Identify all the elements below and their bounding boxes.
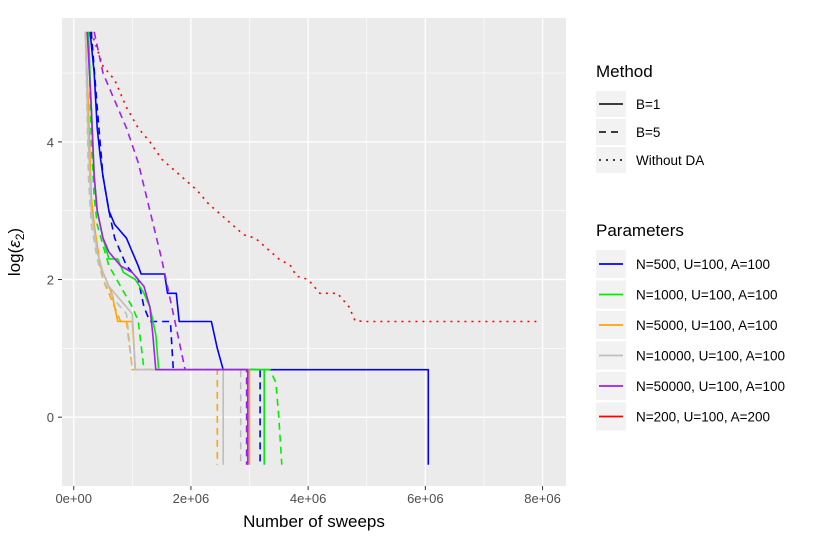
x-tick-label: 4e+06: [290, 491, 327, 506]
y-tick-label: 4: [47, 135, 54, 150]
legend-method-title: Method: [596, 62, 653, 81]
x-tick-label: 6e+06: [407, 491, 444, 506]
y-tick-label: 0: [47, 410, 54, 425]
legend-method-label: B=5: [636, 125, 660, 140]
series-line-9: [86, 31, 249, 465]
legend-param-label: N=200, U=100, A=200: [636, 410, 770, 425]
axes: 0e+00 2e+06 4e+06 6e+06 8e+06 0 2 4: [47, 135, 561, 506]
legend-method-label: B=1: [636, 97, 660, 112]
legend-param-label: N=5000, U=100, A=100: [636, 318, 778, 333]
x-tick-label: 8e+06: [524, 491, 561, 506]
grid-lines: [62, 18, 566, 486]
y-axis-label-prefix: log(: [5, 247, 24, 276]
x-tick-label: 0e+00: [55, 491, 92, 506]
legend-param-label: N=500, U=100, A=100: [636, 257, 770, 272]
y-axis-label-sub: 2: [13, 233, 27, 240]
y-tick-label: 2: [47, 273, 54, 288]
series-line-2: [90, 31, 261, 465]
y-axis-label: log(ε2): [5, 228, 27, 276]
x-tick-label: 2e+06: [173, 491, 210, 506]
series-line-1: [89, 31, 430, 465]
x-axis-label: Number of sweeps: [243, 512, 385, 531]
legend-parameters: Parameters N=500, U=100, A=100 N=1000, U=…: [596, 221, 785, 431]
legend-method: Method B=1 B=5 Without DA: [596, 62, 704, 173]
series-line-4: [87, 31, 283, 465]
series-line-10: [93, 31, 248, 465]
legend-param-label: N=10000, U=100, A=100: [636, 349, 785, 364]
series-line-0: [90, 31, 540, 323]
series-layer: [84, 31, 540, 465]
legend-param-label: N=1000, U=100, A=100: [636, 288, 778, 303]
y-axis-label-suffix: ): [5, 228, 24, 234]
legend-param-label: N=50000, U=100, A=100: [636, 379, 785, 394]
legend-method-label: Without DA: [636, 153, 704, 168]
plot-panel: [62, 18, 566, 486]
y-axis-label-symbol: ε: [5, 240, 24, 248]
legend-parameters-title: Parameters: [596, 221, 684, 240]
